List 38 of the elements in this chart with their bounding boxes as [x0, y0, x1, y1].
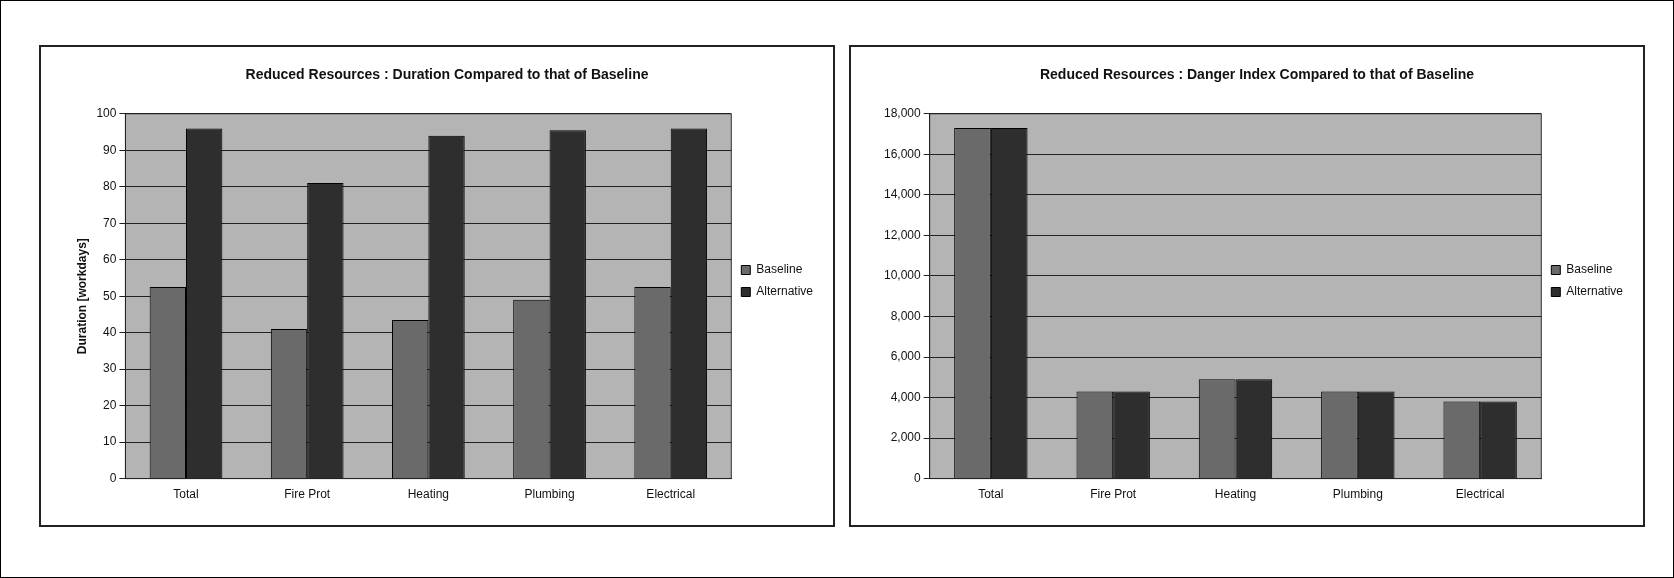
y-tick-label: 18,000	[884, 106, 922, 121]
y-tick-label: 0	[109, 470, 117, 485]
y-tick-label: 20	[103, 397, 117, 412]
y-tick-label: 16,000	[884, 146, 922, 161]
y-tick-label: 10	[103, 434, 117, 449]
x-tick-label: Plumbing	[1332, 487, 1383, 502]
chart-title: Reduced Resources : Duration Compared to that of Baseline	[245, 66, 649, 83]
x-tick-label: Electrical	[1455, 487, 1505, 502]
chart-title: Reduced Resources : Danger Index Compared to that of Baseline	[1039, 66, 1475, 83]
y-tick-label: 12,000	[884, 227, 922, 242]
x-tick-label: Fire Prot	[284, 487, 331, 502]
x-tick-label: Total	[978, 487, 1004, 502]
x-tick-label: Electrical	[646, 487, 696, 502]
y-tick-label: 50	[103, 288, 117, 303]
legend-label: Baseline	[756, 262, 803, 277]
y-tick-label: 100	[96, 106, 117, 121]
x-tick-label: Heating	[407, 487, 450, 502]
y-tick-label: 8,000	[890, 308, 922, 323]
y-tick-label: 40	[103, 324, 117, 339]
y-tick-label: 80	[103, 179, 117, 194]
y-tick-label: 70	[103, 215, 117, 230]
y-tick-label: 2,000	[890, 430, 922, 445]
x-tick-label: Fire Prot	[1090, 487, 1137, 502]
y-tick-label: 30	[103, 361, 117, 376]
y-tick-label: 6,000	[890, 349, 922, 364]
legend-label: Alternative	[1566, 284, 1624, 299]
y-tick-label: 4,000	[890, 389, 922, 404]
y-tick-label: 90	[103, 142, 117, 157]
y-tick-label: 60	[103, 252, 117, 267]
x-tick-label: Heating	[1214, 487, 1257, 502]
y-tick-label: 14,000	[884, 187, 922, 202]
legend-label: Baseline	[1566, 262, 1613, 277]
x-tick-label: Plumbing	[524, 487, 575, 502]
x-tick-label: Total	[173, 487, 199, 502]
y-axis-title: Duration [workdays]	[74, 238, 89, 355]
legend-label: Alternative	[756, 284, 814, 299]
y-tick-label: 10,000	[884, 268, 922, 283]
y-tick-label: 0	[914, 470, 922, 485]
